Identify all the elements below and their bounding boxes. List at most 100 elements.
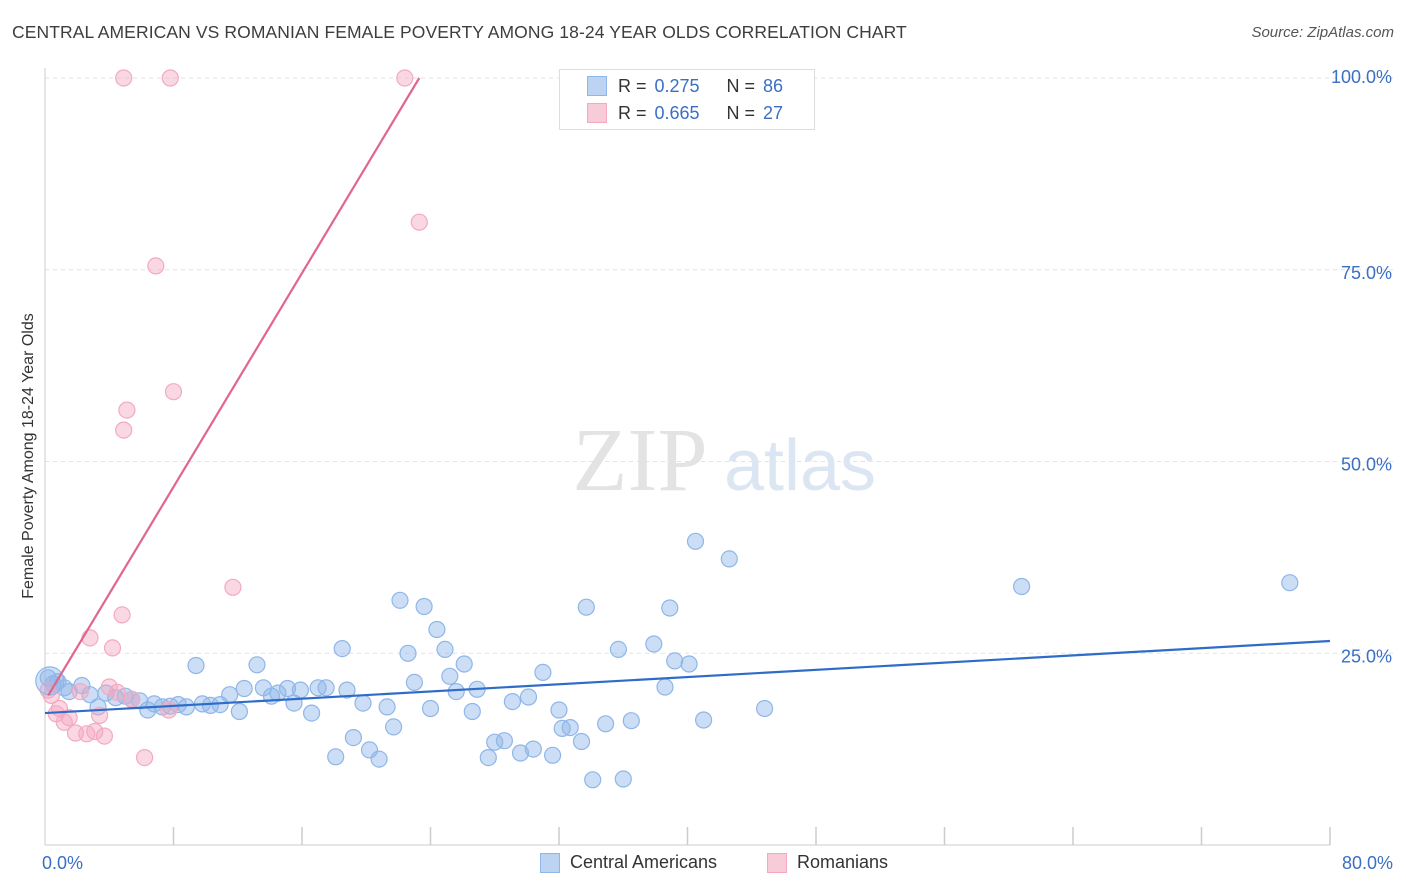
point-central-american: [333, 639, 351, 658]
trend-lines: [44, 77, 1331, 715]
y-tick-label: 50.0%: [1341, 455, 1392, 475]
point-romanian: [60, 709, 78, 727]
point-central-american: [1281, 574, 1299, 592]
point-romanian: [115, 421, 133, 439]
point-central-american: [248, 656, 266, 674]
point-central-american: [755, 699, 774, 718]
point-central-american: [441, 667, 459, 685]
point-central-american: [622, 712, 640, 730]
point-romanian: [86, 722, 104, 741]
legend-swatch: [587, 76, 607, 96]
data-points: [35, 69, 1299, 789]
point-romanian: [55, 713, 73, 731]
point-central-american: [291, 681, 309, 699]
point-romanian: [160, 701, 178, 719]
point-central-american: [656, 678, 674, 696]
trend-line-central-americans: [44, 639, 1331, 715]
axes: [44, 68, 1331, 846]
point-central-american: [503, 692, 522, 711]
point-central-american: [327, 748, 345, 766]
source-note: Source: ZipAtlas.com: [1251, 24, 1394, 41]
r-label: R =: [618, 76, 647, 96]
point-romanian: [118, 401, 136, 419]
point-romanian: [410, 213, 428, 231]
point-central-american: [455, 655, 473, 673]
legend-row-romanians: R = 0.665 N = 27: [587, 103, 784, 124]
r-value: 0.665: [654, 103, 700, 123]
point-central-american: [428, 620, 446, 639]
point-romanian: [161, 69, 179, 87]
n-label: N =: [726, 76, 756, 96]
r-label: R =: [618, 103, 647, 123]
point-central-american: [463, 702, 481, 721]
watermark: ZIP atlas: [573, 411, 877, 510]
point-central-american: [415, 597, 433, 616]
point-central-american: [1012, 577, 1031, 596]
point-central-american: [614, 770, 632, 788]
y-tick-label: 75.0%: [1341, 263, 1392, 283]
point-central-american: [177, 698, 195, 716]
point-romanian: [81, 629, 99, 647]
point-central-american: [187, 656, 205, 675]
point-romanian: [136, 748, 154, 767]
n-value: 27: [763, 103, 784, 123]
point-central-american: [495, 732, 513, 750]
point-central-american: [511, 744, 530, 762]
point-central-american: [344, 728, 362, 747]
legend-label: Romanians: [797, 852, 889, 872]
correlation-legend: R = 0.275 N = 86 R = 0.665 N = 27: [559, 69, 815, 130]
point-romanian: [164, 383, 183, 401]
point-romanian: [95, 727, 114, 745]
point-central-american: [596, 715, 615, 733]
point-central-american: [317, 679, 335, 697]
point-central-american: [221, 686, 239, 704]
watermark-atlas: atlas: [724, 426, 876, 506]
point-romanian: [71, 682, 89, 701]
point-central-american: [686, 532, 705, 550]
point-central-american: [303, 704, 321, 722]
point-central-american: [447, 682, 465, 701]
trend-line-romanians: [47, 77, 421, 697]
point-central-american: [524, 740, 542, 758]
point-central-american: [354, 694, 372, 712]
point-central-american: [561, 718, 579, 737]
point-central-american: [399, 644, 417, 662]
series-legend: Central Americans Romanians: [0, 852, 1406, 876]
point-central-american: [479, 748, 497, 767]
point-central-american: [680, 655, 698, 673]
x-tick-label: 0.0%: [42, 853, 83, 873]
point-central-american: [391, 591, 409, 609]
point-central-american: [421, 699, 440, 718]
r-value: 0.275: [654, 76, 700, 96]
point-central-american: [694, 711, 713, 729]
point-central-american: [519, 688, 538, 706]
legend-swatch: [767, 852, 787, 873]
legend-row-central-americans: R = 0.275 N = 86: [587, 76, 784, 97]
y-tick-label: 25.0%: [1341, 646, 1392, 666]
point-central-american: [436, 640, 454, 659]
legend-label: Central Americans: [570, 852, 718, 872]
point-central-american: [666, 652, 684, 670]
point-central-american: [378, 698, 396, 716]
chart-title: CENTRAL AMERICAN VS ROMANIAN FEMALE POVE…: [12, 22, 907, 42]
point-romanian: [147, 257, 165, 275]
legend-item-central-americans[interactable]: Central Americans: [540, 852, 717, 873]
point-central-american: [543, 746, 562, 764]
point-central-american: [572, 732, 591, 751]
legend-item-romanians[interactable]: Romanians: [767, 852, 888, 873]
point-central-american: [370, 750, 388, 768]
n-label: N =: [726, 103, 756, 123]
point-central-american: [235, 679, 253, 698]
point-central-american: [577, 598, 595, 616]
point-central-american: [278, 679, 297, 698]
legend-swatch: [540, 852, 560, 873]
point-central-american: [550, 701, 568, 719]
point-romanian: [90, 706, 109, 725]
n-value: 86: [763, 76, 784, 96]
x-tick-label: 80.0%: [1342, 853, 1393, 873]
point-central-american: [405, 673, 423, 692]
point-central-american: [645, 635, 663, 653]
point-romanian: [396, 69, 414, 87]
point-romanian: [123, 690, 141, 708]
